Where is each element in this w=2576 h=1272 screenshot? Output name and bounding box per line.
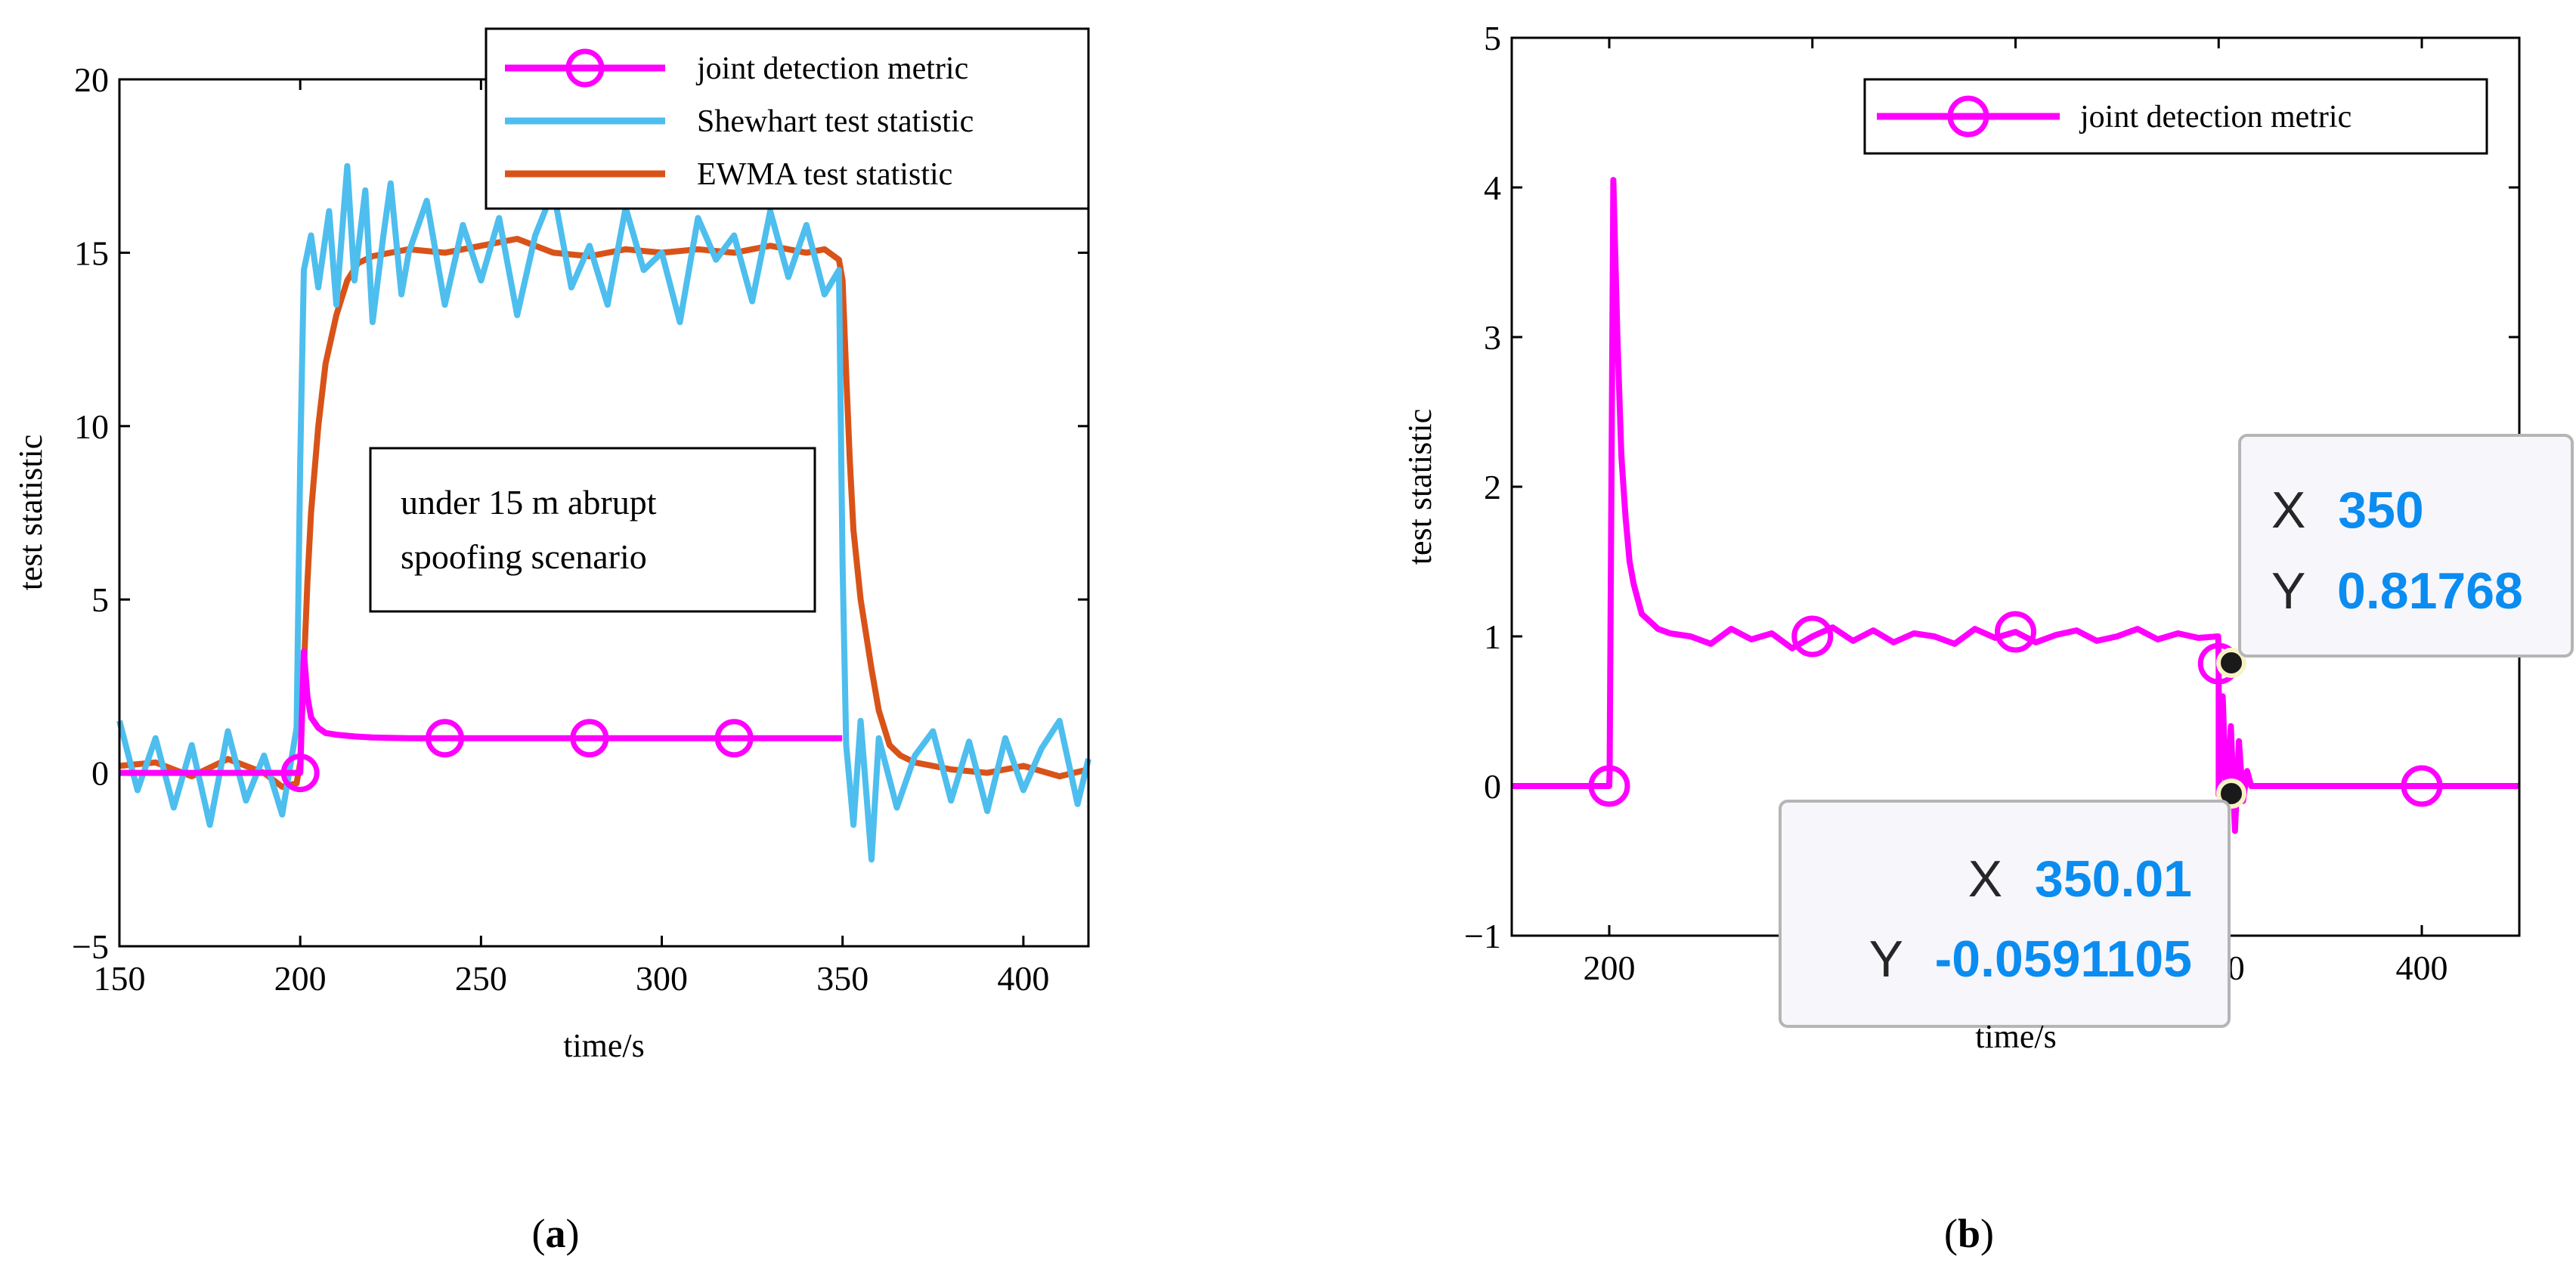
panel-a-annotation-line2: spoofing scenario — [401, 537, 647, 576]
panel-a-series-joint-detection-metric — [119, 648, 843, 776]
panel-a-legend: joint detection metric Shewhart test sta… — [485, 27, 1090, 210]
panel-a-series-marker — [714, 719, 754, 758]
panel-a-series-marker — [426, 719, 465, 758]
panel-a-x-tick-label: 250 — [455, 959, 507, 998]
panel-b-datatip-1-point[interactable] — [2216, 648, 2246, 678]
panel-b-datatip-2-y-key: Y — [1869, 930, 1903, 988]
panel-b-datatip-2-y-value: -0.0591105 — [1935, 930, 2192, 988]
panel-a-y-tick-label: 5 — [91, 580, 109, 619]
panel-a-y-tick-label: 15 — [74, 234, 109, 272]
panel-b-y-tick-label: −1 — [1464, 917, 1501, 955]
panel-b-x-tick-label: 400 — [2396, 949, 2448, 987]
panel-b-datatip-1[interactable]: X 350 Y 0.81768 — [2238, 434, 2574, 658]
panel-a-y-axis-label: test statistic — [12, 435, 49, 591]
panel-a-legend-label-shewhart: Shewhart test statistic — [697, 104, 974, 139]
panel-a-series-shewhart-test-statistic — [116, 162, 1091, 863]
panel-b-y-tick-label: 5 — [1484, 19, 1501, 57]
panel-b-y-tick-label: 2 — [1484, 468, 1501, 506]
panel-a-x-tick-label: 150 — [94, 959, 146, 998]
panel-b-series-marker — [1995, 611, 2036, 653]
panel-b-x-axis-label: time/s — [1975, 1018, 2057, 1055]
panel-a-legend-box — [485, 27, 1090, 210]
panel-b-datatip-1-x-value: 350 — [2338, 481, 2423, 539]
caption-b-letter: b — [1958, 1211, 1980, 1256]
panel-b-datatip-2-point[interactable] — [2216, 778, 2246, 809]
panel-a-legend-label-ewma: EWMA test statistic — [697, 157, 952, 192]
panel-b-datatip-1-row-x: X 350 — [2271, 481, 2424, 539]
panel-a-annotation-box — [369, 447, 816, 613]
panel-b-series — [1512, 177, 2519, 834]
panel-a: 150 200 250 300 350 400 −5 0 5 10 15 20 under 15 m … — [12, 27, 1091, 1064]
panel-b-legend-label-joint: joint detection metric — [2079, 100, 2352, 135]
panel-a-y-tick-label: 0 — [91, 754, 109, 793]
panel-a-legend-marker-joint — [565, 48, 605, 88]
panel-a-y-tick-label: 20 — [74, 60, 109, 99]
panel-b-series-marker — [1791, 615, 1834, 658]
panel-a-y-tick-label: −5 — [72, 927, 109, 966]
panel-b-y-tick-label: 1 — [1484, 617, 1501, 656]
panel-b-datatip-2-x-key: X — [1968, 850, 2002, 908]
panel-b-series-marker — [1588, 765, 1630, 807]
panel-a-annotation-line1: under 15 m abrupt — [401, 483, 657, 521]
caption-b: (b) — [1944, 1211, 1994, 1256]
panel-b-y-tick-label: 3 — [1484, 318, 1501, 357]
panel-b-datatip-1-y-key: Y — [2271, 562, 2305, 620]
panel-b-datatip-1-x-key: X — [2271, 481, 2305, 539]
panel-b-legend-marker-joint — [1947, 95, 1989, 138]
panel-a-axes-ticks: 150 200 250 300 350 400 −5 0 5 10 15 20 — [72, 60, 1088, 998]
panel-b-datatip-1-row-y: Y 0.81768 — [2271, 562, 2523, 620]
panel-a-y-tick-label: 10 — [74, 407, 109, 446]
panel-b-datatip-2-row-y: Y -0.0591105 — [1869, 930, 2192, 988]
panel-b-x-tick-label: 200 — [1584, 949, 1636, 987]
panel-a-x-tick-label: 200 — [274, 959, 327, 998]
panel-b-datatip-2-x-value: 350.01 — [2035, 850, 2192, 908]
panel-b-legend: joint detection metric — [1863, 78, 2488, 155]
panel-b-datatip-1-y-value: 0.81768 — [2337, 562, 2523, 620]
panel-a-legend-label-joint: joint detection metric — [695, 51, 968, 86]
caption-a-letter: a — [546, 1211, 566, 1256]
panel-a-x-axis-label: time/s — [563, 1027, 645, 1064]
panel-a-series-marker — [280, 754, 320, 793]
panel-b-series-joint-detection-metric — [1512, 177, 2519, 834]
panel-b-datatip-1-box — [2238, 434, 2574, 658]
caption-a: (a) — [532, 1211, 580, 1256]
panel-b-y-axis-label: test statistic — [1401, 409, 1438, 565]
panel-b-y-tick-label: 4 — [1484, 169, 1501, 207]
panel-a-x-tick-label: 300 — [636, 959, 688, 998]
panel-b-series-marker — [2401, 765, 2443, 807]
panel-b-datatip-2-box — [1779, 800, 2231, 1028]
panel-b-y-tick-label: 0 — [1484, 767, 1501, 806]
panel-a-markers — [280, 719, 754, 793]
panel-a-series-marker — [570, 719, 609, 758]
panel-a-x-tick-label: 400 — [997, 959, 1049, 998]
panel-b-datatip-2-row-x: X 350.01 — [1968, 850, 2192, 908]
panel-a-x-tick-label: 350 — [816, 959, 868, 998]
panel-a-series — [116, 162, 1091, 863]
panel-b-datatip-2[interactable]: X 350.01 Y -0.0591105 — [1779, 800, 2231, 1028]
